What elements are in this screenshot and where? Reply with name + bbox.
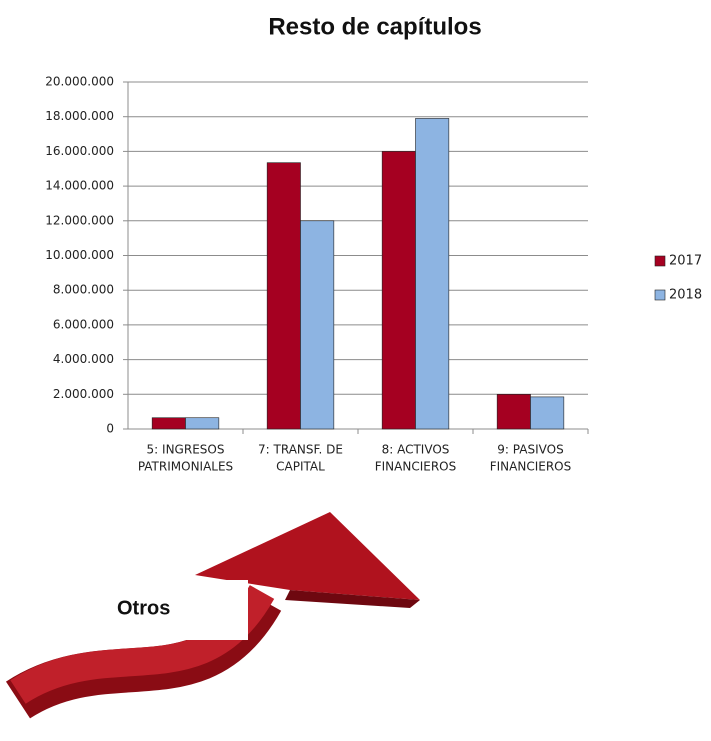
legend-label: 2018 xyxy=(669,288,702,303)
y-tick-label: 12.000.000 xyxy=(45,213,114,227)
bar xyxy=(415,118,450,430)
y-tick-label: 0 xyxy=(106,422,114,436)
chart-title: Resto de capítulos xyxy=(268,13,481,40)
y-tick-label: 8.000.000 xyxy=(53,283,114,297)
y-tick-label: 4.000.000 xyxy=(53,352,114,366)
y-tick-label: 2.000.000 xyxy=(53,387,114,401)
bar xyxy=(381,151,416,430)
y-tick-label: 14.000.000 xyxy=(45,179,114,193)
y-tick-label: 6.000.000 xyxy=(53,317,114,331)
x-tick-label: 9: PASIVOS xyxy=(497,443,563,457)
x-tick-label: CAPITAL xyxy=(276,460,325,474)
x-tick-label: FINANCIEROS xyxy=(490,460,572,474)
x-tick-label: PATRIMONIALES xyxy=(138,460,233,474)
y-tick-label: 18.000.000 xyxy=(45,109,114,123)
bar xyxy=(300,220,335,430)
x-tick-label: 7: TRANSF. DE xyxy=(258,443,343,457)
bar xyxy=(185,417,220,430)
label-box xyxy=(100,580,248,640)
x-tick-label: FINANCIEROS xyxy=(375,460,457,474)
bar xyxy=(496,393,531,430)
bar xyxy=(151,417,186,430)
legend-swatch xyxy=(654,255,666,267)
x-tick-label: 5: INGRESOS xyxy=(147,443,225,457)
bar xyxy=(266,162,301,430)
legend-label: 2017 xyxy=(669,254,702,269)
arrow-head xyxy=(195,512,420,600)
y-tick-label: 10.000.000 xyxy=(45,248,114,262)
legend-swatch xyxy=(654,289,666,301)
bar xyxy=(530,396,565,430)
annotation: Otros xyxy=(117,597,170,619)
x-tick-label: 8: ACTIVOS xyxy=(382,443,450,457)
y-tick-label: 20.000.000 xyxy=(45,75,114,89)
y-tick-label: 16.000.000 xyxy=(45,144,114,158)
arrow-head-shade xyxy=(285,590,420,608)
